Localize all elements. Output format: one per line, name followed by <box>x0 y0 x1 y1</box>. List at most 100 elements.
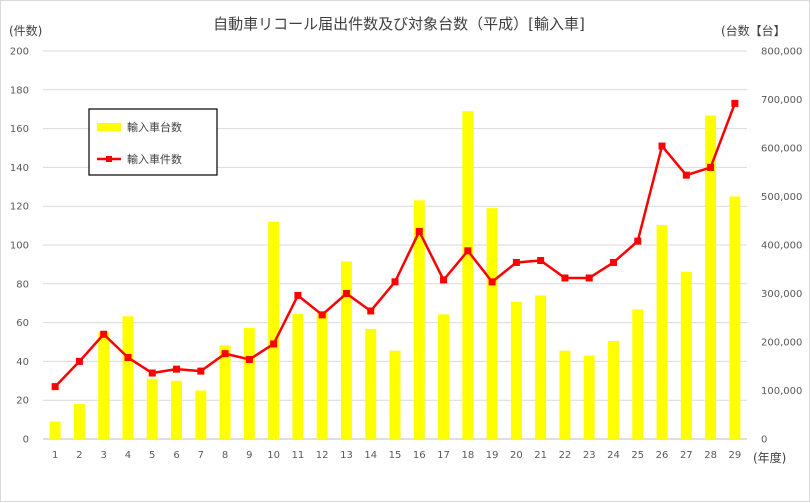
left-tick-label: 60 <box>16 318 29 329</box>
bar <box>219 345 231 439</box>
bar <box>510 301 522 439</box>
x-tick-label: 5 <box>149 450 155 461</box>
x-tick-label: 23 <box>583 450 596 461</box>
line-point <box>75 357 83 365</box>
x-tick-label: 3 <box>101 450 107 461</box>
line-point <box>221 350 229 358</box>
bar <box>656 225 668 439</box>
legend-box <box>88 108 218 176</box>
x-tick-label: 28 <box>704 450 717 461</box>
bar <box>243 327 255 439</box>
line-point <box>124 354 132 362</box>
x-tick-label: 14 <box>364 450 377 461</box>
line-point <box>197 367 205 375</box>
left-tick-label: 140 <box>10 163 29 174</box>
line-point <box>100 330 108 338</box>
x-tick-label: 15 <box>389 450 402 461</box>
x-tick-label: 9 <box>246 450 252 461</box>
bar <box>583 355 595 439</box>
bar <box>292 313 304 439</box>
x-tick-label: 17 <box>437 450 450 461</box>
x-tick-label: 13 <box>340 450 353 461</box>
line-point <box>415 227 423 235</box>
left-tick-label: 0 <box>23 435 29 446</box>
line-point <box>537 257 545 265</box>
right-tick-label: 100,000 <box>761 386 802 397</box>
x-tick-label: 8 <box>222 450 228 461</box>
legend-label-line: 輸入車件数 <box>127 152 182 166</box>
bar <box>535 295 547 439</box>
x-tick-label: 29 <box>728 450 741 461</box>
right-tick-label: 200,000 <box>761 338 802 349</box>
bar <box>608 341 619 439</box>
x-tick-label: 19 <box>486 450 499 461</box>
bar <box>49 421 61 439</box>
bar <box>316 312 328 439</box>
bar <box>486 208 498 439</box>
bar <box>73 404 85 439</box>
left-axis-title: (件数) <box>9 23 42 38</box>
bar <box>122 316 134 439</box>
x-tick-label: 1 <box>52 450 58 461</box>
left-tick-label: 40 <box>16 357 29 368</box>
x-tick-label: 6 <box>173 450 179 461</box>
line-point <box>488 278 496 286</box>
x-tick-label: 11 <box>292 450 305 461</box>
x-tick-label: 4 <box>125 450 131 461</box>
bar <box>146 378 158 439</box>
x-tick-label: 27 <box>680 450 693 461</box>
line-point <box>294 291 302 299</box>
right-tick-label: 600,000 <box>761 144 802 155</box>
x-tick-label: 21 <box>534 450 547 461</box>
right-tick-label: 400,000 <box>761 241 802 252</box>
line-point <box>173 365 181 373</box>
bar <box>171 380 182 439</box>
left-tick-label: 80 <box>16 279 29 290</box>
bar <box>559 350 571 439</box>
left-tick-label: 160 <box>10 124 29 135</box>
legend-swatch-marker <box>106 156 112 162</box>
line-point <box>270 340 278 348</box>
x-tick-label: 24 <box>607 450 620 461</box>
bar <box>632 309 644 439</box>
bar-series <box>49 111 741 439</box>
x-tick-label: 10 <box>267 450 280 461</box>
x-tick-label: 7 <box>198 450 204 461</box>
left-tick-label: 200 <box>10 47 29 58</box>
legend-label-bar: 輸入車台数 <box>127 120 182 134</box>
right-tick-label: 0 <box>761 435 767 446</box>
line-series <box>51 99 739 391</box>
line-point <box>634 237 642 245</box>
bar <box>340 261 352 439</box>
line-point <box>318 311 326 319</box>
x-tick-label: 25 <box>631 450 644 461</box>
line-point <box>440 276 448 284</box>
line-point <box>731 99 739 107</box>
x-tick-label: 12 <box>316 450 329 461</box>
left-tick-label: 180 <box>10 85 29 96</box>
line-point <box>609 258 617 266</box>
x-tick-label: 26 <box>656 450 669 461</box>
left-tick-label: 120 <box>10 202 29 213</box>
line-point <box>682 171 690 179</box>
right-tick-label: 700,000 <box>761 95 802 106</box>
x-tick-label: 20 <box>510 450 523 461</box>
legend-swatch-bar <box>97 123 121 131</box>
right-tick-label: 300,000 <box>761 289 802 300</box>
line-point <box>707 163 715 171</box>
right-axis-title: (台数【台】 <box>721 23 786 38</box>
line-point <box>585 274 593 282</box>
line-point <box>51 383 59 391</box>
bar <box>389 350 401 439</box>
bar <box>438 314 450 439</box>
x-tick-label: 2 <box>76 450 82 461</box>
line-point <box>561 274 569 282</box>
bar <box>365 328 377 439</box>
x-tick-label: 16 <box>413 450 426 461</box>
x-tick-label: 18 <box>461 450 474 461</box>
bar <box>680 271 692 439</box>
line-point <box>464 247 472 255</box>
bar <box>195 390 207 439</box>
